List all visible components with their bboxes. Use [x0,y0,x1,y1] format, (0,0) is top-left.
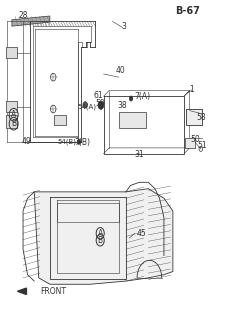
Text: 61: 61 [93,91,103,100]
Text: FRONT: FRONT [40,287,66,296]
Text: 54(B): 54(B) [57,139,76,145]
Polygon shape [6,47,18,58]
Polygon shape [185,138,195,148]
Polygon shape [6,101,18,112]
Text: B-67: B-67 [175,6,200,16]
Text: 59: 59 [95,99,105,108]
Bar [187,111,200,123]
Text: 31: 31 [135,150,144,159]
Text: A: A [98,229,103,238]
Polygon shape [54,116,65,125]
Polygon shape [34,189,173,284]
Polygon shape [12,16,50,26]
Text: 7(B): 7(B) [74,138,90,147]
Text: 38: 38 [118,101,127,110]
Polygon shape [6,116,18,128]
Text: 54(A): 54(A) [77,103,96,110]
Circle shape [83,102,88,108]
Text: 51: 51 [197,141,207,150]
Text: 49: 49 [22,137,31,146]
Text: 7(A): 7(A) [135,92,151,101]
Bar [122,114,144,126]
Text: 1: 1 [189,85,194,94]
Polygon shape [18,288,26,294]
Text: 40: 40 [115,66,125,75]
Text: 45: 45 [137,229,146,238]
Text: 28: 28 [18,12,28,20]
Text: 3: 3 [121,22,126,31]
Text: 50: 50 [190,135,200,144]
Polygon shape [186,109,202,125]
Circle shape [77,139,81,144]
Polygon shape [119,112,146,128]
Text: 58: 58 [196,113,206,122]
Circle shape [98,101,104,109]
Text: A: A [11,110,16,119]
Circle shape [129,96,133,101]
Text: B: B [98,236,103,245]
Text: B: B [11,119,16,128]
